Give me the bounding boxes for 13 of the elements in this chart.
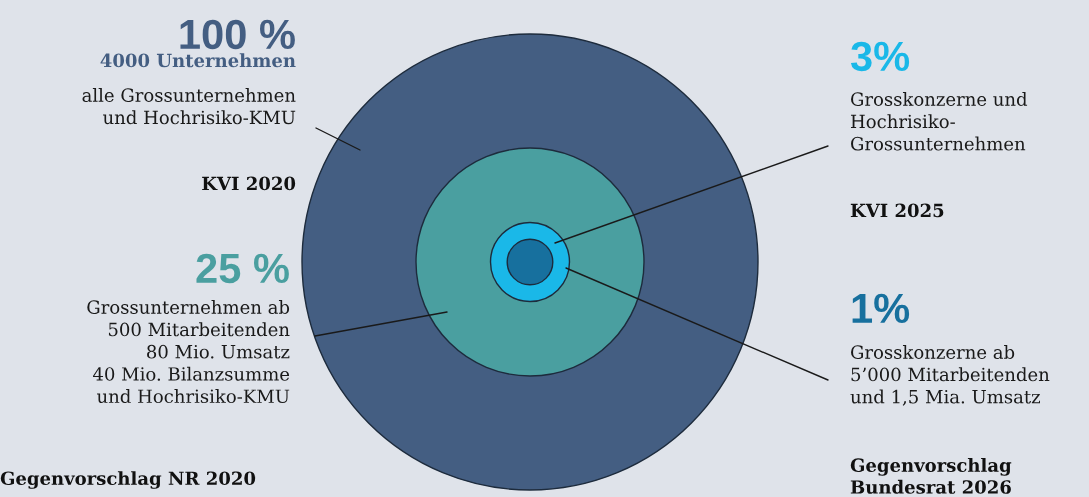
data-label: 3% — [850, 41, 910, 72]
text: 4000 Unternehmen — [100, 53, 296, 68]
category-label: alle Grossunternehmen und Hochrisiko-KMU — [82, 88, 296, 125]
category-label: Grossunternehmen ab 500 Mitarbeitenden 80 Mio. Umsatz 40 Mio. Bilanzsumme und Hochrisiko-KMU — [87, 300, 290, 404]
category-label: Grosskonzerne und Hochrisiko- Grossunternehmen — [851, 92, 1028, 151]
text: Gegenvorschlag NR 2020 — [0, 471, 256, 489]
text: KVI 2025 — [850, 203, 944, 218]
data-label: 25 % — [196, 253, 289, 284]
category-label: Grosskonzerne ab 5’000 Mitarbeitenden und 1,5 Mia. Umsatz — [850, 345, 1050, 406]
data-label: 100 % — [180, 19, 295, 50]
text: Gegenvorschlag Bundesrat 2026 — [850, 458, 1012, 494]
text: KVI 2020 — [202, 176, 296, 191]
data-label: 1% — [852, 293, 910, 324]
